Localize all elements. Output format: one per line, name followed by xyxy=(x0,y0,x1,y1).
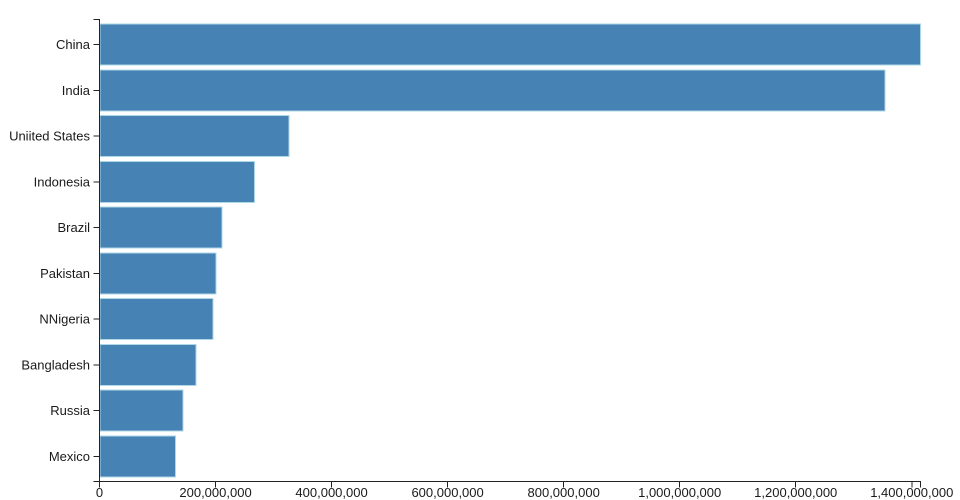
x-axis: 0 200,000,000 400,000,000 600,000,000 800,00… xyxy=(96,481,953,500)
x-tick-label: 1,000,000,000 xyxy=(638,485,721,500)
y-tick-label-india: India xyxy=(62,83,91,98)
y-tick-label-brazil: Brazil xyxy=(57,220,90,235)
x-tick-label: 1,200,000,000 xyxy=(754,485,837,500)
bar-bangladesh xyxy=(99,343,197,386)
y-tick-label-bangladesh: Bangladesh xyxy=(21,357,90,372)
x-tick-label: 400,000,000 xyxy=(295,485,367,500)
y-tick-label-indonesia: Indonesia xyxy=(34,174,91,189)
y-tick-label-mexico: Mexico xyxy=(49,449,90,464)
x-tick-label: 0 xyxy=(96,485,103,500)
bar-indonesia xyxy=(99,160,255,203)
y-tick-label-nnigeria: NNigeria xyxy=(39,312,90,327)
bar-mexico xyxy=(99,435,176,478)
y-tick-label-china: China xyxy=(56,37,91,52)
bar-uniited-states xyxy=(99,115,290,158)
x-tick-label: 600,000,000 xyxy=(411,485,483,500)
bar-pakistan xyxy=(99,252,217,295)
x-tick-label: 200,000,000 xyxy=(179,485,251,500)
y-axis-domain xyxy=(93,19,100,482)
bar-china xyxy=(99,23,921,66)
bar-brazil xyxy=(99,206,223,249)
y-axis: China India Uniited States Indonesia Brazil P… xyxy=(9,19,100,482)
bar-india xyxy=(99,69,886,112)
x-tick-label: 800,000,000 xyxy=(528,485,600,500)
y-tick-label-uniited-states: Uniited States xyxy=(9,129,90,144)
bar-russia xyxy=(99,389,184,432)
x-tick-label: 1,400,000,000 xyxy=(870,485,953,500)
bar-nnigeria xyxy=(99,298,214,341)
bars-layer xyxy=(99,23,921,478)
y-tick-label-russia: Russia xyxy=(50,403,91,418)
y-tick-label-pakistan: Pakistan xyxy=(40,266,90,281)
